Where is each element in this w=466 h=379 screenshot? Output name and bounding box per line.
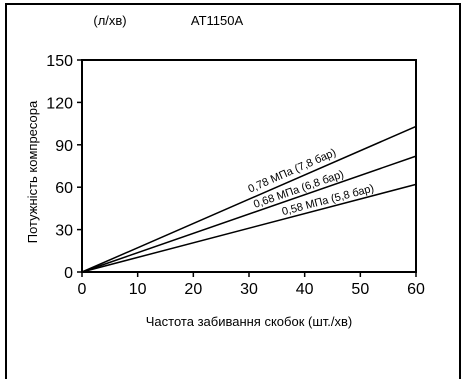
- x-tick-label: 10: [129, 281, 147, 298]
- y-tick-label: 120: [46, 95, 73, 112]
- series-line: [81, 183, 417, 273]
- plot-area: [81, 59, 417, 273]
- y-axis-label: Потужність компресора: [25, 100, 40, 243]
- x-axis-label: Частота забивання скобок (шт./хв): [146, 314, 352, 329]
- outer-border: [5, 3, 461, 379]
- series-line: [81, 155, 417, 273]
- series-lines: [81, 125, 417, 273]
- series-labels: 0,78 МПа (7,8 бар)0,68 МПа (6,8 бар)0,58…: [246, 147, 375, 218]
- x-tick-label: 20: [184, 281, 202, 298]
- series-line: [81, 125, 417, 273]
- y-tick-label: 150: [46, 53, 73, 70]
- y-tick-label: 0: [64, 265, 73, 282]
- axis-ticks: 0 10 20 30 40 50 60 0 30 60 90 120 150: [46, 53, 425, 298]
- x-tick-label: 50: [351, 281, 369, 298]
- x-tick-label: 0: [78, 281, 87, 298]
- unit-label: (л/хв): [93, 13, 126, 28]
- x-tick-label: 60: [407, 281, 425, 298]
- x-tick-label: 30: [240, 281, 258, 298]
- y-tick-label: 30: [55, 223, 73, 240]
- x-tick-label: 40: [296, 281, 314, 298]
- chart-title: AT1150A: [191, 13, 244, 28]
- y-tick-label: 60: [55, 180, 73, 197]
- y-tick-label: 90: [55, 138, 73, 155]
